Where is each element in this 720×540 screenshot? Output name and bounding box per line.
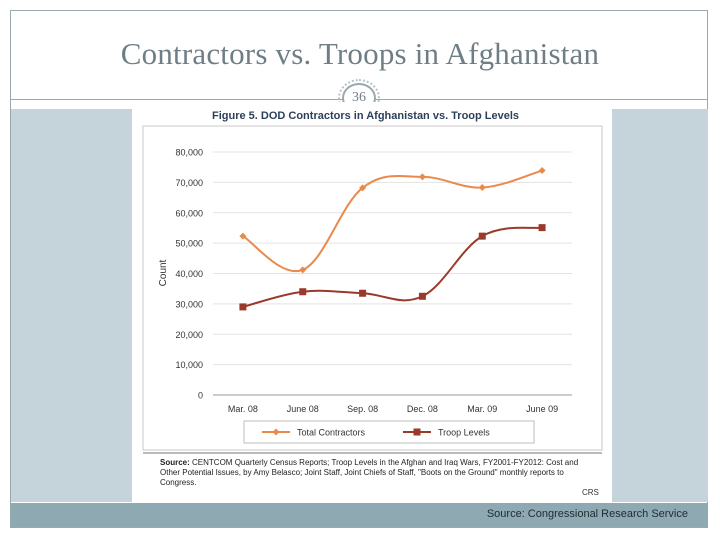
total-contractors-line (242, 169, 543, 273)
legend-marker-troop-levels (413, 428, 421, 436)
y-tick-label: 80,000 (175, 148, 203, 158)
figure-caption: Figure 5. DOD Contractors in Afghanistan… (212, 110, 520, 122)
footer-bar (11, 503, 708, 527)
total-contractors-point (299, 266, 307, 274)
figure-source-text: CENTCOM Quarterly Census Reports; Troop … (160, 458, 579, 487)
troop-levels-point (299, 288, 307, 296)
slide-title: Contractors vs. Troops in Afghanistan (120, 36, 600, 71)
x-tick-label: Mar. 08 (228, 404, 258, 414)
legend-box (243, 420, 535, 444)
y-tick-label: 30,000 (175, 299, 203, 309)
x-tick-label: Sep. 08 (347, 404, 378, 414)
x-tick-label: June 09 (526, 404, 558, 414)
y-tick-label: 10,000 (175, 360, 203, 370)
figure-source-note: Source: CENTCOM Quarterly Census Reports… (160, 458, 600, 488)
x-tick-label: June 08 (287, 404, 319, 414)
y-tick-label: 40,000 (175, 269, 203, 279)
legend-label-total-contractors: Total Contractors (297, 428, 366, 438)
figure-source-label: Source: (160, 458, 190, 467)
y-tick-labels: 0 10,000 20,000 30,000 40,000 50,000 60,000 70,… (175, 148, 203, 401)
x-tick-label: Mar. 09 (467, 404, 497, 414)
gridlines (213, 151, 572, 396)
legend: Total Contractors Troop Levels (262, 428, 490, 438)
y-axis-label: Count (158, 259, 169, 286)
series-layer (239, 167, 546, 311)
total-contractors-point (478, 184, 486, 192)
chart-box (142, 125, 603, 451)
total-contractors-point (538, 167, 546, 175)
figure-mark: CRS (582, 488, 599, 497)
troop-levels-point (538, 224, 546, 232)
x-tick-label: Dec. 08 (407, 404, 438, 414)
y-tick-label: 0 (198, 391, 203, 401)
legend-marker-total-contractors (272, 428, 280, 436)
footer-source: Source: Congressional Research Service (486, 508, 688, 520)
total-contractors-point (359, 184, 367, 192)
troop-levels-point (418, 292, 426, 300)
total-contractors-point (418, 173, 426, 181)
x-tick-labels: Mar. 08 June 08 Sep. 08 Dec. 08 Mar. 09 June … (228, 404, 558, 414)
y-tick-label: 60,000 (175, 208, 203, 218)
troop-levels-point (359, 289, 367, 297)
legend-label-troop-levels: Troop Levels (438, 428, 490, 438)
troop-levels-line (242, 226, 543, 308)
troop-levels-point (478, 232, 486, 240)
y-tick-label: 70,000 (175, 178, 203, 188)
left-side-panel (11, 109, 132, 502)
y-tick-label: 50,000 (175, 239, 203, 249)
total-contractors-point (239, 232, 247, 240)
y-tick-label: 20,000 (175, 330, 203, 340)
troop-levels-point (239, 303, 247, 311)
right-side-panel (612, 109, 708, 502)
